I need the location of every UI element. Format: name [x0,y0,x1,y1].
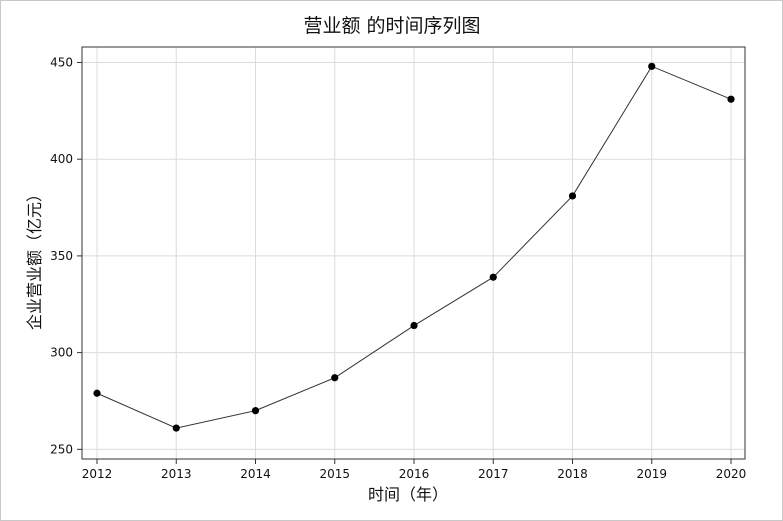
x-tick-label: 2017 [478,467,509,481]
data-point [727,95,735,103]
x-tick-label: 2018 [557,467,588,481]
axis-ticks: 2012 2013 2014 2015 2016 2017 2018 2019 2020 250 3… [50,55,746,481]
y-tick-label: 450 [50,55,73,69]
data-point [489,273,497,281]
data-point [93,389,101,397]
x-axis-label: 时间（年） [368,485,448,504]
grid [82,47,745,459]
chart-title: 营业额 的时间序列图 [303,15,480,37]
y-tick-label: 300 [50,346,73,360]
data-point [410,321,418,330]
y-tick-label: 250 [50,442,73,456]
x-tick-label: 2015 [319,467,350,481]
data-point [648,62,656,70]
x-tick-label: 2014 [240,467,271,481]
data-point [251,407,260,415]
x-tick-label: 2019 [636,467,667,481]
series [93,62,735,432]
y-tick-label: 400 [50,152,73,166]
x-tick-label: 2020 [716,467,747,481]
x-tick-label: 2012 [82,467,113,481]
data-point [172,424,180,432]
y-tick-label: 350 [50,249,73,263]
x-tick-label: 2013 [161,467,192,481]
data-point [568,192,577,200]
x-tick-label: 2016 [399,467,430,481]
y-axis-label: 企业营业额（亿元） [25,186,44,330]
data-point [331,374,339,382]
